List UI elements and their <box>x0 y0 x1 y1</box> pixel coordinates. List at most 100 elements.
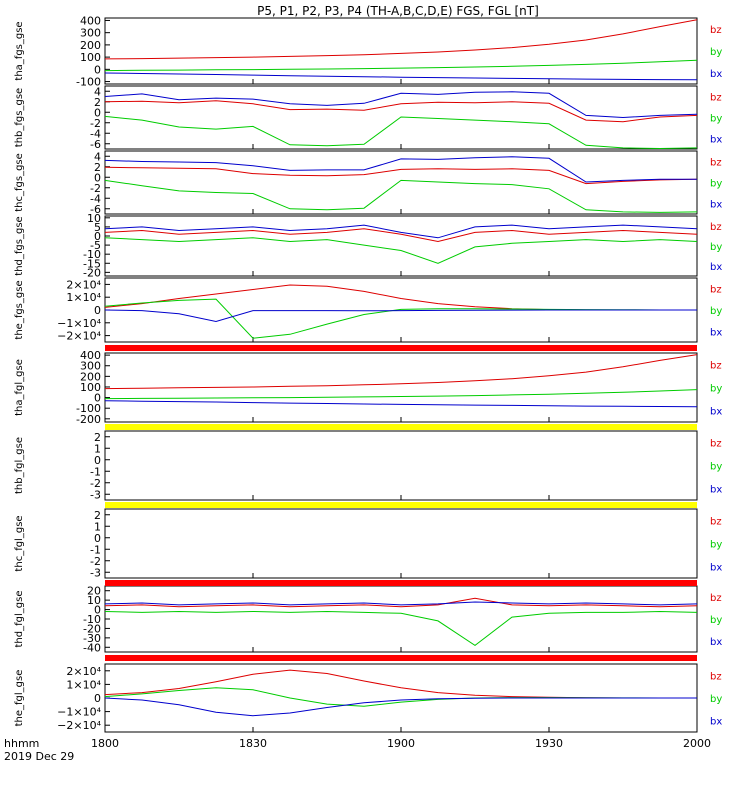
y-tick-label: -2 <box>90 555 101 568</box>
series-by-line <box>104 237 698 264</box>
panel-thc_fgs_gse: thc_fgs_gse 420-2-4-6 bz by bx <box>14 150 722 216</box>
legend-by: by <box>710 242 722 253</box>
panel-frame <box>104 215 698 277</box>
y-tick-label: -2 <box>90 477 101 490</box>
legend-bx: bx <box>710 563 722 574</box>
y-axis-label: tha_fgl_gse <box>14 359 25 416</box>
series-bz-line <box>104 228 698 243</box>
series-by-line <box>104 115 698 150</box>
y-tick-label: 5 <box>94 221 101 234</box>
legend-by: by <box>710 615 722 626</box>
panel-frame <box>104 508 698 579</box>
legend-bx: bx <box>710 637 722 648</box>
legend-bz: bz <box>710 593 722 604</box>
series-bz-line <box>104 100 698 123</box>
legend-bz: bz <box>710 158 722 169</box>
series-bx-line <box>104 400 698 408</box>
legend-bx: bx <box>710 200 722 211</box>
panels-group: tha_fgs_gse4003002001000-100bzbybxthb_fg… <box>14 14 722 733</box>
y-axis-label: thd_fgs_gse <box>14 216 25 275</box>
y-tick-label: 1 <box>94 520 101 533</box>
y-tick-label: 0 <box>94 106 101 119</box>
panel-thb_fgs_gse: thb_fgs_gse 420-2-4-6 bz by bx <box>14 85 722 151</box>
y-tick-label: 0 <box>94 63 101 76</box>
y-tick-label: 2 <box>94 96 101 109</box>
y-axis-label: thb_fgs_gse <box>14 88 25 147</box>
y-tick-label: −1×10⁴ <box>57 317 101 330</box>
panel-thb_fgl_gse: thb_fgl_gse 210-1-2-3 bz by bx <box>14 430 722 501</box>
legend-bz: bz <box>710 439 722 450</box>
y-tick-label: 0 <box>94 392 101 405</box>
legend-bx: bx <box>710 69 722 80</box>
series-by-line <box>104 687 697 707</box>
legend-bx: bx <box>710 407 722 418</box>
y-tick-label: -4 <box>90 192 101 205</box>
y-tick-label: −1×10⁴ <box>57 706 101 719</box>
y-tick-label: 2 <box>94 431 101 444</box>
y-tick-label: 0 <box>94 454 101 467</box>
y-tick-label: -40 <box>83 641 101 654</box>
y-tick-label: 200 <box>80 39 101 52</box>
series-by-line <box>104 298 697 339</box>
y-tick-label: 2×10⁴ <box>66 278 101 291</box>
y-tick-label: -4 <box>90 127 101 140</box>
legend-bz: bz <box>710 93 722 104</box>
y-tick-label: -200 <box>76 413 101 426</box>
y-tick-label: -10 <box>83 248 101 261</box>
y-tick-label: 10 <box>87 212 101 225</box>
y-tick-label: -10 <box>83 613 101 626</box>
y-tick-label: 0 <box>94 532 101 545</box>
legend-by: by <box>710 306 722 317</box>
time-axis-label: hhmm <box>4 737 39 750</box>
y-tick-label: 4 <box>94 85 101 98</box>
series-bz-line <box>104 19 698 60</box>
y-tick-label: 0 <box>94 304 101 317</box>
y-axis-label: thd_fgl_gse <box>14 591 25 648</box>
y-tick-label: 0 <box>94 692 101 705</box>
legend-by: by <box>710 694 722 705</box>
legend-bz: bz <box>710 285 722 296</box>
legend-by: by <box>710 114 722 125</box>
x-tick-label: 2000 <box>683 737 711 750</box>
series-bz-line <box>104 597 698 608</box>
y-tick-label: -100 <box>76 402 101 415</box>
legend-bz: bz <box>710 517 722 528</box>
chart-title: P5, P1, P2, P3, P4 (TH-A,B,C,D,E) FGS, F… <box>257 4 539 18</box>
y-tick-label: 400 <box>80 14 101 27</box>
legend-by: by <box>710 384 722 395</box>
legend-by: by <box>710 540 722 551</box>
legend-bx: bx <box>710 717 722 728</box>
y-tick-label: −2×10⁴ <box>57 330 101 343</box>
y-tick-label: -15 <box>83 257 101 270</box>
x-tick-label: 1930 <box>535 737 563 750</box>
y-tick-label: -20 <box>83 622 101 635</box>
y-tick-label: -6 <box>90 203 101 216</box>
separator-bar <box>105 502 697 508</box>
series-bz-line <box>104 166 698 185</box>
legend-bz: bz <box>710 671 722 682</box>
legend-bx: bx <box>710 135 722 146</box>
y-tick-label: -2 <box>90 182 101 195</box>
separator-bar <box>105 345 697 351</box>
series-bz-line <box>104 284 697 311</box>
separator-bar <box>105 655 697 661</box>
y-tick-label: -100 <box>76 76 101 89</box>
y-tick-label: 4 <box>94 150 101 163</box>
y-axis-label: the_fgs_gse <box>14 280 25 339</box>
date-label: 2019 Dec 29 <box>4 750 74 763</box>
y-tick-label: 100 <box>80 381 101 394</box>
y-tick-label: -1 <box>90 465 101 478</box>
y-tick-label: 300 <box>80 27 101 40</box>
y-tick-label: 0 <box>94 171 101 184</box>
legend-bx: bx <box>710 485 722 496</box>
y-tick-label: 1×10⁴ <box>66 291 101 304</box>
y-tick-label: −2×10⁴ <box>57 719 101 732</box>
series-bx-line <box>104 697 697 717</box>
legend-bx: bx <box>710 262 722 273</box>
y-tick-label: 0 <box>94 604 101 617</box>
